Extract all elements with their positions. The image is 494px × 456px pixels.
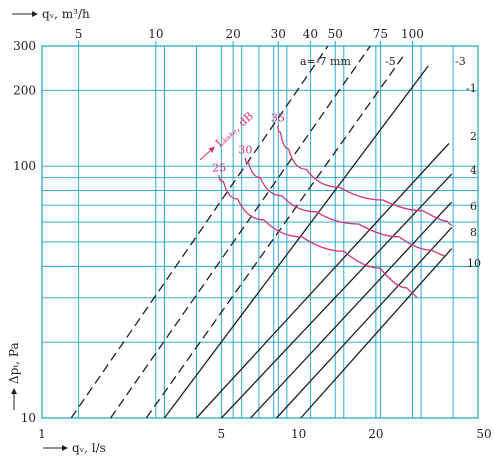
series-label: 8 (470, 226, 477, 239)
y-tick-label: 100 (13, 159, 36, 173)
series-line-10 (300, 248, 453, 419)
sound-label-25: 25 (212, 161, 226, 174)
x-tick-label: 10 (291, 427, 306, 441)
sound-label-30: 30 (238, 144, 252, 157)
x2-tick-label: 20 (225, 27, 240, 41)
y-tick-label: 10 (21, 411, 36, 425)
series-line--1 (163, 65, 429, 419)
series-line-6 (250, 201, 453, 419)
sound-curve-25 (218, 175, 418, 299)
series-line-8 (276, 227, 453, 419)
x2-tick-label: 75 (373, 27, 388, 41)
y-tick-label: 200 (13, 83, 36, 97)
series-line--3 (145, 53, 406, 419)
x-tick-label: 5 (218, 427, 226, 441)
x2-tick-label: 30 (271, 27, 286, 41)
series-label: 4 (470, 164, 477, 177)
series-label: 2 (470, 130, 477, 143)
sound-label-35: 35 (271, 112, 285, 125)
x2-tick-label: 10 (148, 27, 163, 41)
sound-layer (218, 125, 453, 299)
tick-layer: 1 5 10 20 50 5 10 20 30 40 50 75 100 10 100 200 300 (13, 27, 492, 441)
series-label: a=-7 mm (300, 55, 351, 68)
sound-curve-30 (244, 157, 445, 257)
series-line-4 (220, 173, 453, 419)
x2-tick-label: 5 (75, 27, 83, 41)
x-axis-arrow-head (62, 445, 68, 451)
sound-arrow-head (208, 146, 215, 153)
series-label: 6 (470, 200, 477, 213)
series-layer (70, 45, 453, 419)
y-axis-label: Δpₜ, Pa (7, 342, 21, 384)
series-line--5 (110, 45, 371, 419)
series-label: -3 (455, 55, 466, 68)
x2-tick-label: 40 (303, 27, 318, 41)
x2-tick-label: 50 (328, 27, 343, 41)
x-tick-label: 50 (476, 427, 491, 441)
x-tick-label: 1 (38, 427, 46, 441)
sound-title-group: Lₖₐₖₑ, dB (199, 109, 256, 161)
x2-tick-label: 100 (401, 27, 424, 41)
sound-arrow-line (199, 150, 211, 161)
x2-axis-arrow-head (32, 11, 38, 17)
x-tick-label: 20 (368, 427, 383, 441)
label-layer: a=-7 mm -5 -3 -1 2 4 6 8 10 25 30 35 Lₖₐₖₑ, dB qᵥ, l/… (7, 7, 481, 455)
x2-axis-label: qᵥ, m³/h (42, 7, 90, 21)
series-line-2 (196, 143, 450, 419)
series-line--7 (70, 45, 329, 419)
grid-layer (41, 41, 479, 419)
series-label: -5 (385, 55, 396, 68)
series-label: -1 (466, 82, 477, 95)
x-axis-label: qᵥ, l/s (72, 441, 106, 455)
sound-curve-35 (277, 125, 453, 227)
y-tick-label: 300 (13, 39, 36, 53)
series-label: 10 (467, 257, 481, 270)
plot-frame (41, 45, 479, 419)
y-axis-arrow-head (11, 388, 17, 394)
